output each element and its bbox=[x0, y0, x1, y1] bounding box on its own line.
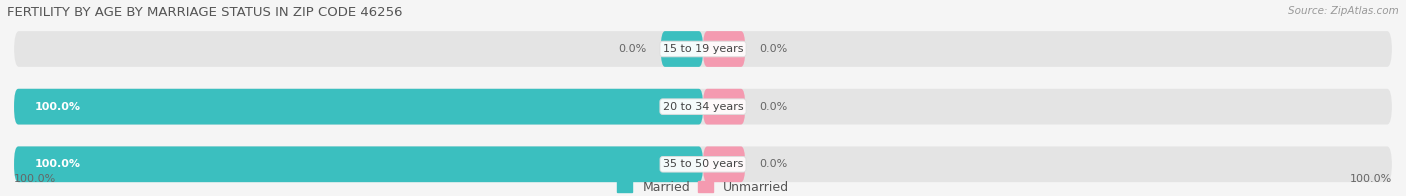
FancyBboxPatch shape bbox=[661, 31, 703, 67]
Text: 0.0%: 0.0% bbox=[759, 159, 787, 169]
FancyBboxPatch shape bbox=[703, 89, 745, 124]
Text: 0.0%: 0.0% bbox=[619, 44, 647, 54]
Text: 20 to 34 years: 20 to 34 years bbox=[662, 102, 744, 112]
Text: 100.0%: 100.0% bbox=[35, 102, 82, 112]
FancyBboxPatch shape bbox=[14, 146, 1392, 182]
FancyBboxPatch shape bbox=[14, 31, 1392, 67]
Text: 35 to 50 years: 35 to 50 years bbox=[662, 159, 744, 169]
Text: FERTILITY BY AGE BY MARRIAGE STATUS IN ZIP CODE 46256: FERTILITY BY AGE BY MARRIAGE STATUS IN Z… bbox=[7, 6, 402, 19]
FancyBboxPatch shape bbox=[14, 89, 1392, 124]
Text: 15 to 19 years: 15 to 19 years bbox=[662, 44, 744, 54]
Text: 0.0%: 0.0% bbox=[759, 44, 787, 54]
Legend: Married, Unmarried: Married, Unmarried bbox=[617, 181, 789, 194]
Text: 100.0%: 100.0% bbox=[35, 159, 82, 169]
Text: 100.0%: 100.0% bbox=[14, 174, 56, 184]
Text: Source: ZipAtlas.com: Source: ZipAtlas.com bbox=[1288, 6, 1399, 16]
FancyBboxPatch shape bbox=[14, 146, 703, 182]
FancyBboxPatch shape bbox=[703, 146, 745, 182]
Text: 0.0%: 0.0% bbox=[759, 102, 787, 112]
Text: 100.0%: 100.0% bbox=[1350, 174, 1392, 184]
FancyBboxPatch shape bbox=[14, 89, 703, 124]
FancyBboxPatch shape bbox=[703, 31, 745, 67]
